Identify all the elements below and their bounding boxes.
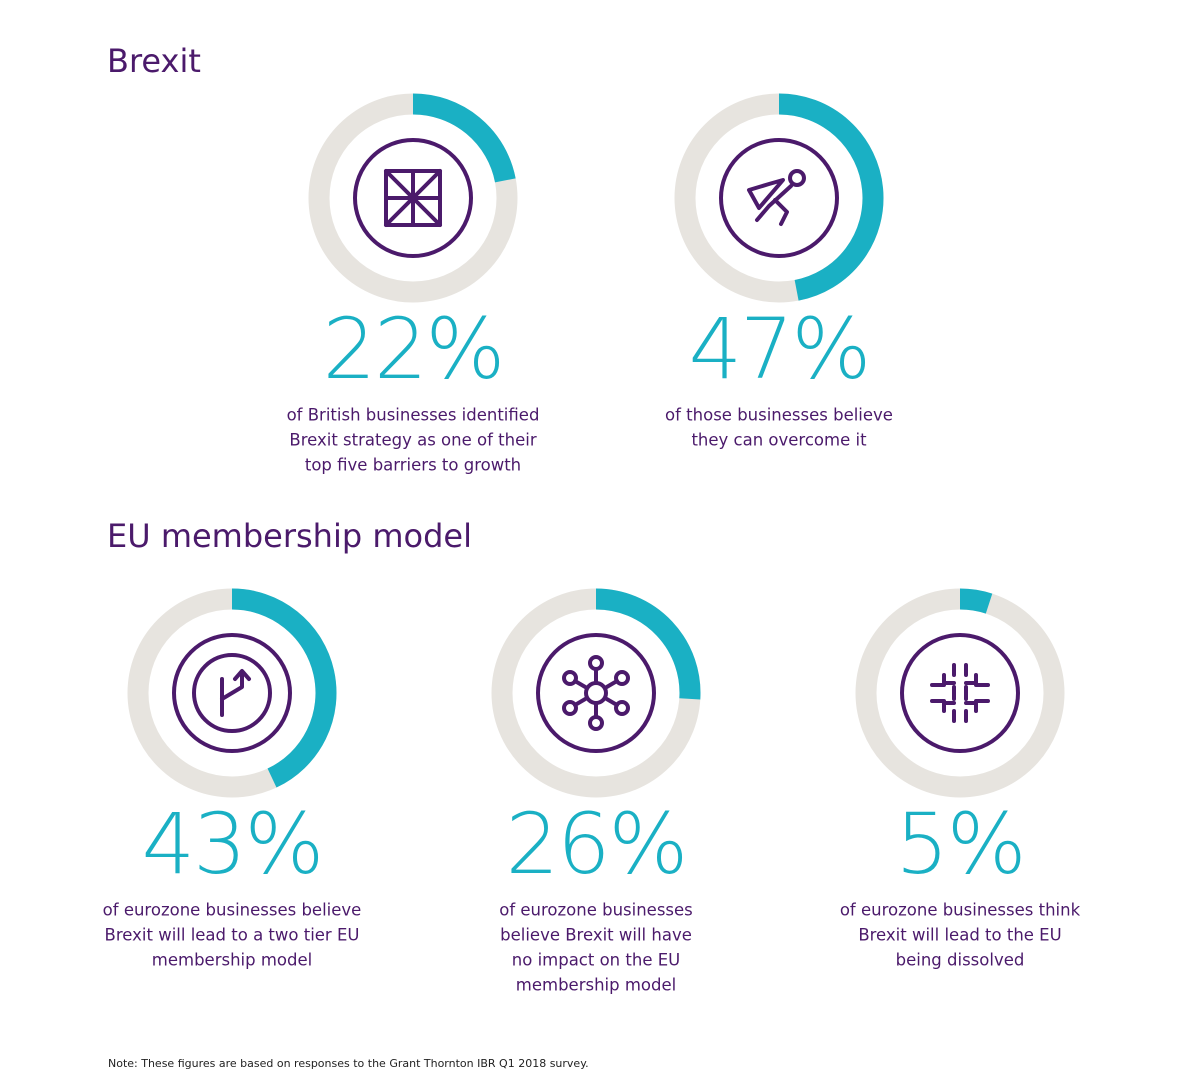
donut-track [855, 588, 1065, 798]
hero-icon [719, 138, 839, 258]
percent-label: 26% [506, 795, 687, 893]
percent-label: 22% [323, 300, 504, 398]
road-icon [172, 633, 292, 753]
caption-line: of British businesses identified [287, 406, 540, 425]
network-icon [536, 633, 656, 753]
donut-arc [412, 93, 516, 183]
caption-line: Brexit will lead to the EU [858, 926, 1061, 945]
caption-line: Brexit will lead to a two tier EU [105, 926, 360, 945]
caption-line: being dissolved [896, 951, 1025, 970]
donuts: 22% of British businesses identified Brexi… [103, 93, 1081, 995]
caption-line: they can overcome it [691, 431, 867, 450]
caption-line: membership model [516, 976, 676, 995]
donut-arc [959, 588, 993, 614]
caption-line: of those businesses believe [665, 406, 893, 425]
caption-line: membership model [152, 951, 312, 970]
caption-line: top five barriers to growth [305, 456, 521, 475]
flag-icon [353, 138, 473, 258]
percent-label: 43% [142, 795, 323, 893]
section-title: EU membership model [107, 517, 472, 555]
percent-label: 47% [689, 300, 870, 398]
caption-line: Brexit strategy as one of their [289, 431, 536, 450]
section-title: Brexit [107, 42, 201, 80]
percent-label: 5% [895, 795, 1024, 893]
donut-arc [595, 588, 701, 700]
crossroads-icon [900, 633, 1020, 753]
caption-line: of eurozone businesses think [840, 901, 1081, 920]
caption-line: of eurozone businesses [499, 901, 693, 920]
donut-arc [778, 93, 884, 301]
donut-arc [231, 588, 337, 788]
icons [172, 138, 1020, 753]
caption-line: of eurozone businesses believe [103, 901, 362, 920]
note: Note: These figures are based on respons… [108, 1057, 589, 1070]
caption-line: believe Brexit will have [500, 926, 692, 945]
caption-line: no impact on the EU [512, 951, 680, 970]
